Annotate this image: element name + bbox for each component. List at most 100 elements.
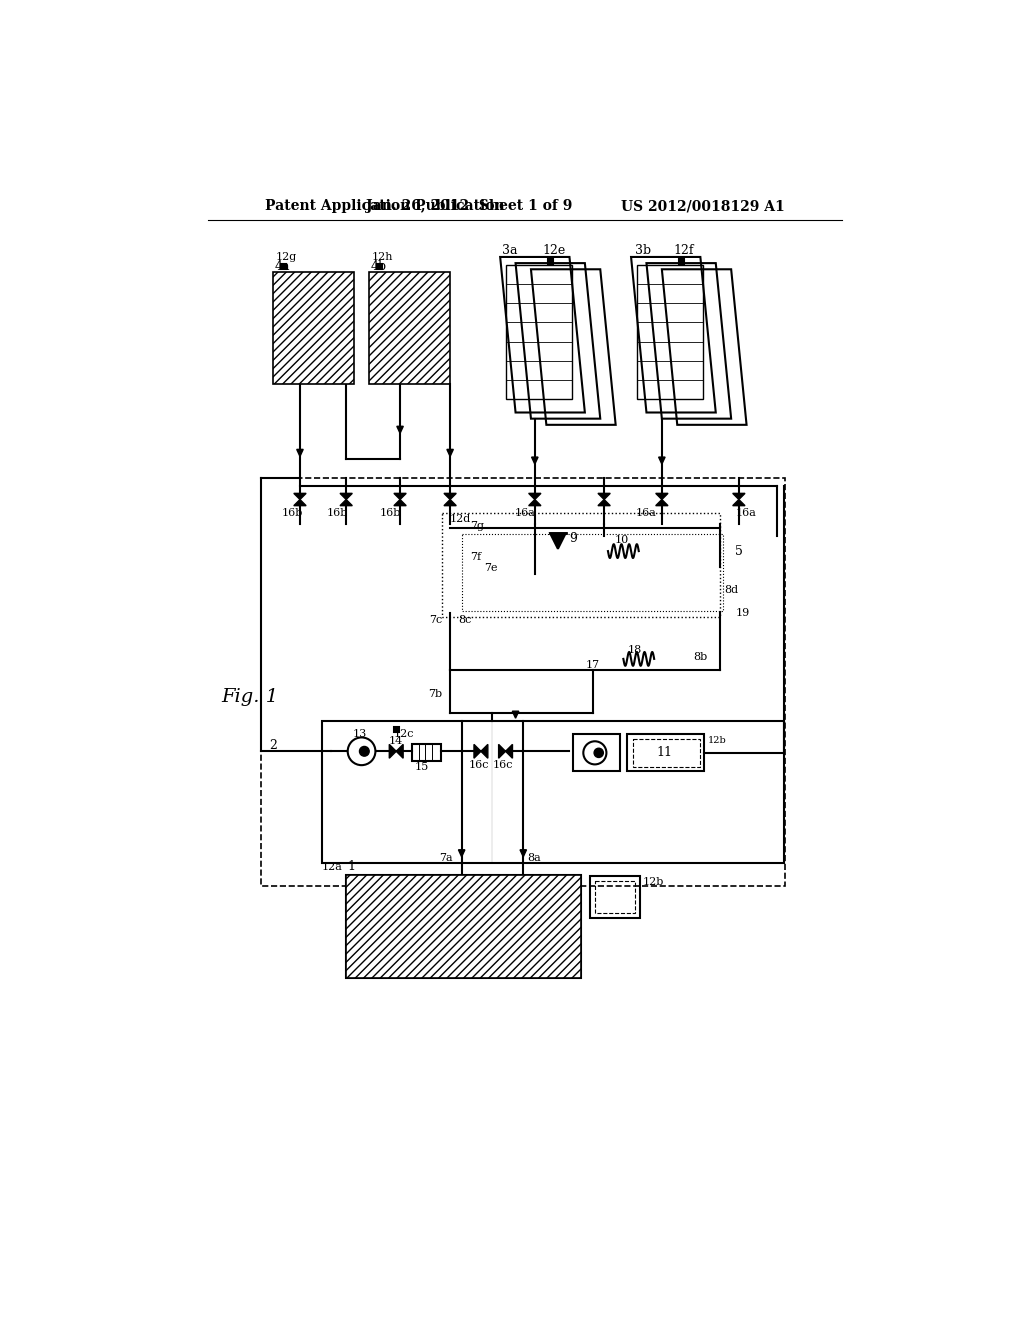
Polygon shape <box>733 494 745 499</box>
Polygon shape <box>598 499 610 506</box>
Text: 1: 1 <box>348 861 355 874</box>
Text: 2: 2 <box>269 739 276 751</box>
Text: 8a: 8a <box>527 853 541 862</box>
Polygon shape <box>396 744 403 758</box>
Text: 3b: 3b <box>635 244 651 257</box>
Bar <box>462 535 724 611</box>
Text: 5: 5 <box>735 545 742 557</box>
Polygon shape <box>394 494 407 499</box>
Bar <box>346 874 581 978</box>
Bar <box>595 880 635 913</box>
Bar <box>442 512 720 616</box>
Bar <box>633 739 699 767</box>
Text: 17: 17 <box>586 660 600 671</box>
Text: 11: 11 <box>656 746 672 759</box>
Text: 14: 14 <box>388 735 402 746</box>
Text: 7g: 7g <box>470 521 484 532</box>
Text: 12b: 12b <box>708 737 727 744</box>
Text: 8c: 8c <box>458 615 471 626</box>
Polygon shape <box>340 499 352 506</box>
Bar <box>261 478 785 886</box>
Text: 16b: 16b <box>327 508 347 517</box>
Polygon shape <box>444 494 457 499</box>
Text: 12f: 12f <box>674 244 694 257</box>
Circle shape <box>359 746 370 756</box>
Text: 16b: 16b <box>380 508 401 517</box>
Text: 7c: 7c <box>429 615 442 626</box>
Bar <box>377 264 382 269</box>
Bar <box>506 264 571 400</box>
Bar <box>412 743 441 760</box>
Polygon shape <box>506 744 512 758</box>
Text: 7e: 7e <box>484 564 498 573</box>
Text: Patent Application Publication: Patent Application Publication <box>265 199 505 213</box>
Bar <box>273 272 354 384</box>
Text: 4a: 4a <box>274 260 290 273</box>
Text: 8d: 8d <box>724 585 738 594</box>
Text: 15: 15 <box>415 762 429 772</box>
Text: 12h: 12h <box>372 252 393 261</box>
Polygon shape <box>733 499 745 506</box>
Bar <box>322 721 783 863</box>
Text: 16a: 16a <box>636 508 657 517</box>
Polygon shape <box>655 494 668 499</box>
Polygon shape <box>528 494 541 499</box>
Bar <box>679 259 684 264</box>
Text: 8b: 8b <box>693 652 708 663</box>
Text: 12b: 12b <box>643 878 664 887</box>
Polygon shape <box>512 711 519 718</box>
Polygon shape <box>340 494 352 499</box>
Polygon shape <box>531 457 538 465</box>
Text: 16b: 16b <box>282 508 303 517</box>
Bar <box>346 874 581 978</box>
Text: 7f: 7f <box>470 552 481 562</box>
Text: 12e: 12e <box>543 244 565 257</box>
Text: 12d: 12d <box>451 513 471 524</box>
Polygon shape <box>394 499 407 506</box>
Polygon shape <box>446 449 454 457</box>
Text: 16a: 16a <box>515 508 536 517</box>
Text: 18: 18 <box>628 644 642 655</box>
Text: 19: 19 <box>735 607 750 618</box>
Polygon shape <box>499 744 506 758</box>
Text: 16a: 16a <box>736 508 757 517</box>
Polygon shape <box>658 457 666 465</box>
Text: 7a: 7a <box>439 853 453 862</box>
Polygon shape <box>598 494 610 499</box>
Polygon shape <box>474 744 481 758</box>
Polygon shape <box>444 499 457 506</box>
Circle shape <box>584 742 606 764</box>
Bar <box>370 272 451 384</box>
Polygon shape <box>520 850 526 857</box>
Text: 13: 13 <box>353 730 368 739</box>
Polygon shape <box>655 499 668 506</box>
Polygon shape <box>389 744 396 758</box>
Polygon shape <box>481 744 487 758</box>
Text: 7b: 7b <box>428 689 442 698</box>
Text: 12c: 12c <box>393 730 414 739</box>
Bar <box>590 876 640 919</box>
Bar <box>281 264 286 269</box>
Bar <box>548 259 553 264</box>
Bar <box>394 727 398 733</box>
Text: 10: 10 <box>614 535 629 545</box>
Bar <box>628 734 705 771</box>
Text: 9: 9 <box>569 532 578 545</box>
Polygon shape <box>294 499 306 506</box>
Circle shape <box>348 738 376 766</box>
Polygon shape <box>297 449 303 457</box>
Text: 16c: 16c <box>493 760 513 770</box>
Bar <box>637 264 702 400</box>
Text: 12g: 12g <box>275 252 297 261</box>
Polygon shape <box>294 494 306 499</box>
Text: Jan. 26, 2012  Sheet 1 of 9: Jan. 26, 2012 Sheet 1 of 9 <box>367 199 572 213</box>
Text: US 2012/0018129 A1: US 2012/0018129 A1 <box>622 199 785 213</box>
Text: 6: 6 <box>590 746 600 760</box>
Text: 3a: 3a <box>503 244 518 257</box>
Text: Fig. 1: Fig. 1 <box>221 689 279 706</box>
Polygon shape <box>459 850 465 857</box>
Polygon shape <box>397 426 403 433</box>
Bar <box>573 734 620 771</box>
Circle shape <box>594 748 603 758</box>
Text: 16c: 16c <box>468 760 488 770</box>
